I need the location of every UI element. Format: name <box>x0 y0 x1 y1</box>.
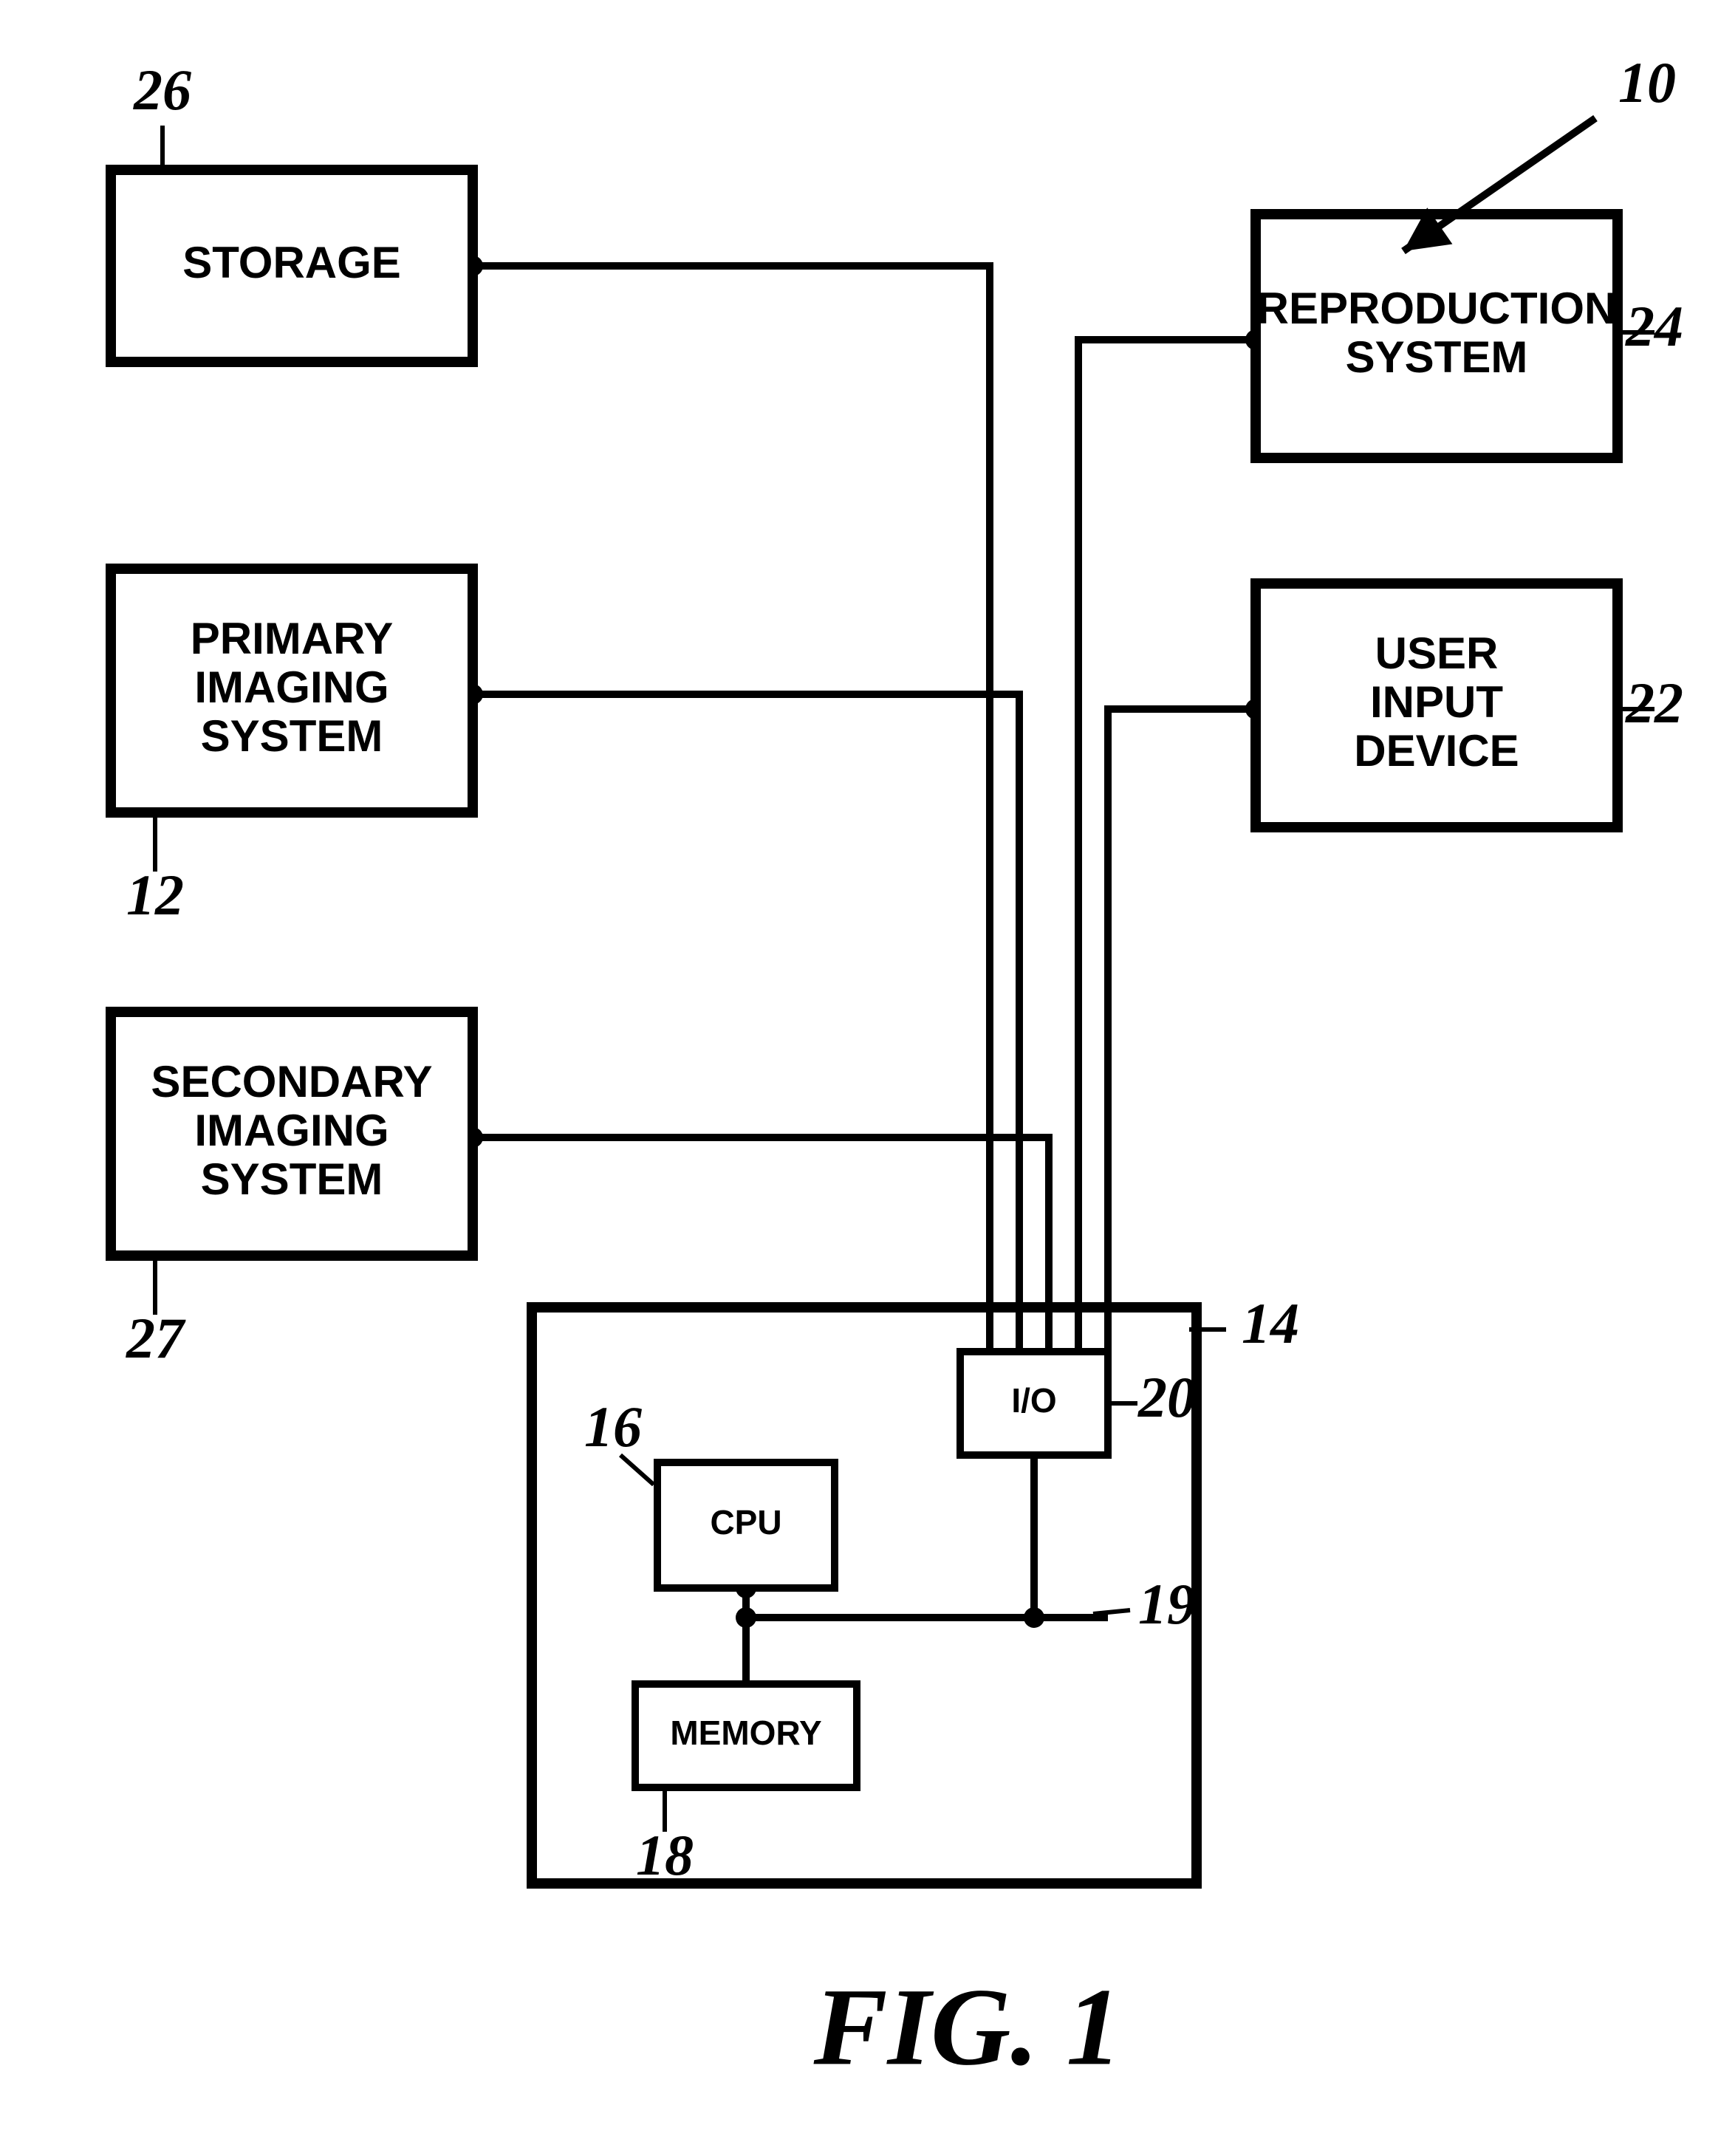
system-ref-number: 10 <box>1618 50 1676 114</box>
secondary-ref-number: 27 <box>126 1306 186 1370</box>
storage-ref-number: 26 <box>133 58 191 122</box>
diagram-canvas: 1419STORAGE26PRIMARYIMAGINGSYSTEM12SECON… <box>0 0 1735 2156</box>
secondary-label: SYSTEM <box>201 1154 383 1204</box>
junction-dot <box>736 1607 756 1628</box>
secondary-label: SECONDARY <box>151 1057 432 1106</box>
primary-ref-number: 12 <box>126 863 184 927</box>
primary-label: IMAGING <box>194 663 389 712</box>
wire <box>473 266 990 1352</box>
user_input-label: DEVICE <box>1354 726 1519 776</box>
secondary-label: IMAGING <box>194 1106 389 1155</box>
user_input-ref-number: 22 <box>1625 671 1683 735</box>
io-label: I/O <box>1011 1381 1056 1420</box>
cpu-label: CPU <box>710 1503 781 1541</box>
memory-label: MEMORY <box>670 1714 821 1752</box>
io-bus-ref-number: 19 <box>1138 1572 1196 1636</box>
figure-label: FIG. 1 <box>813 1965 1122 2088</box>
memory-ref-number: 18 <box>636 1823 694 1887</box>
cpu-ref-number: 16 <box>584 1394 642 1459</box>
wire <box>1108 709 1256 1352</box>
primary-label: PRIMARY <box>191 614 393 663</box>
processor-enclosure-ref-number: 14 <box>1242 1291 1299 1355</box>
junction-dot <box>1024 1607 1044 1628</box>
reproduction-label: REPRODUCTION <box>1257 284 1617 333</box>
user_input-label: INPUT <box>1370 677 1503 727</box>
io-ref-number: 20 <box>1137 1365 1196 1429</box>
wire <box>473 694 1019 1352</box>
storage-label: STORAGE <box>182 238 401 287</box>
user_input-label: USER <box>1375 629 1499 678</box>
reproduction-label: SYSTEM <box>1346 332 1528 382</box>
primary-label: SYSTEM <box>201 711 383 761</box>
reproduction-ref-number: 24 <box>1625 294 1683 358</box>
